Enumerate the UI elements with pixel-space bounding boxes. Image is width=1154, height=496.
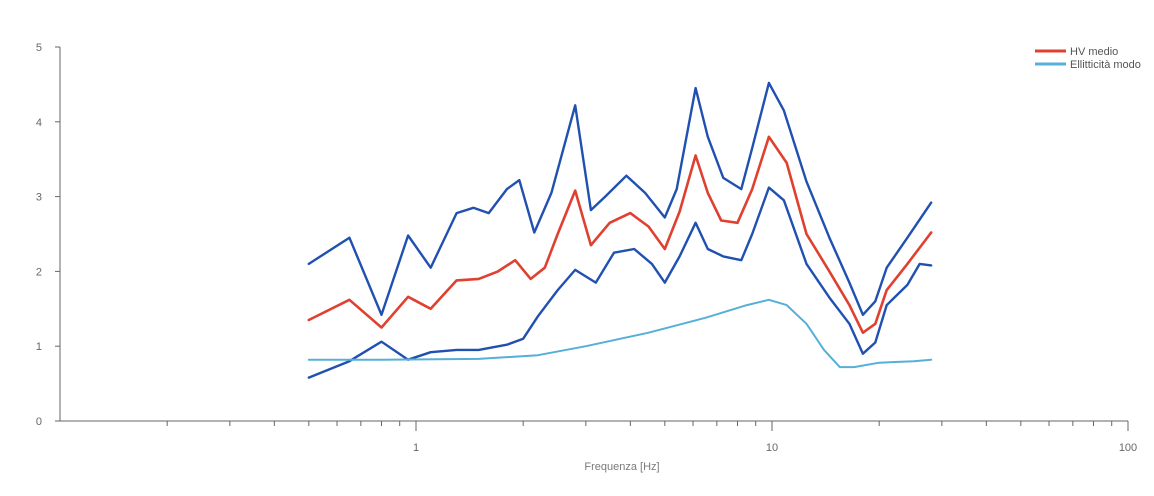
legend-label: Ellitticità modo [1070,59,1141,71]
series-line-0 [307,135,933,334]
legend-label: HV medio [1070,46,1118,58]
x-tick-label: 1 [413,442,419,454]
series-layer [307,81,933,379]
y-tick-label: 1 [36,341,42,353]
axes-layer: 0 1 2 3 4 5 1 10 100 [36,42,1137,454]
x-tick-label: 10 [766,442,778,454]
y-tick-label: 3 [36,192,42,204]
x-tick-label: 100 [1119,442,1137,454]
series-line-3 [307,298,933,369]
series-line-1 [307,81,933,316]
x-axis-label: Frequenza [Hz] [584,461,659,473]
y-tick-label: 0 [36,416,42,428]
series-line-2 [307,186,933,379]
y-tick-label: 5 [36,42,42,54]
y-tick-label: 4 [36,117,42,129]
y-tick-label: 2 [36,266,42,278]
